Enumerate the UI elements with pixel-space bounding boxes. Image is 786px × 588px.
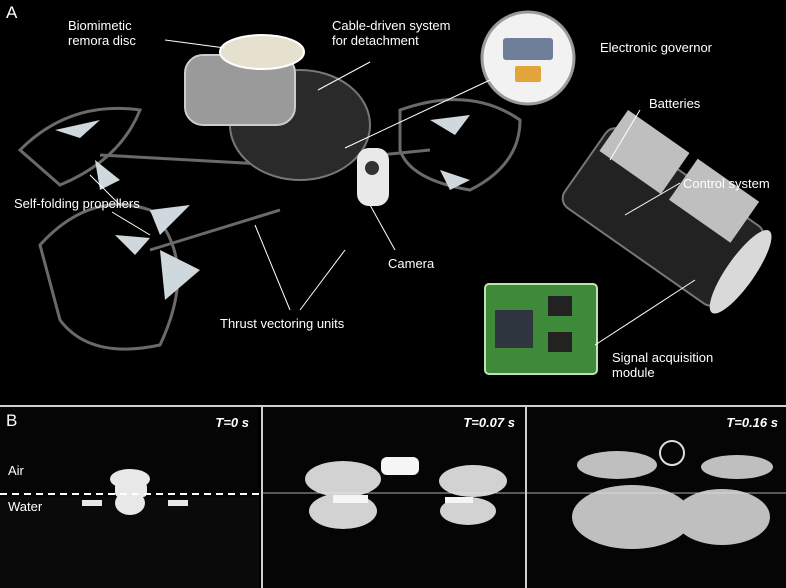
signal-acquisition-label-line1: Signal acquisition [612, 350, 714, 365]
signal-acquisition-label: Signal acquisition module [612, 350, 713, 380]
cable-driven-label: Cable-driven system for detachment [332, 18, 451, 48]
panel-a-letter: A [6, 3, 18, 22]
signal-acquisition-label-line2: module [612, 365, 655, 380]
camera-label: Camera [388, 256, 435, 271]
panel-b-letter: B [6, 411, 18, 430]
thrust-vectoring-label: Thrust vectoring units [220, 316, 345, 331]
self-folding-propellers-label: Self-folding propellers [14, 196, 140, 211]
frame-3-scene [527, 440, 786, 549]
electronic-governor-label: Electronic governor [600, 40, 712, 55]
cable-driven-label-line2: for detachment [332, 33, 419, 48]
cable-driven-label-line1: Cable-driven system [332, 18, 451, 33]
air-label: Air [8, 463, 24, 478]
remora-disc-label-line2: remora disc [68, 33, 136, 48]
frame-3-time: T=0.16 s [726, 415, 778, 430]
frame-1-time: T=0 s [215, 415, 249, 430]
video-frame-1: T=0 s Air Water [0, 407, 259, 588]
remora-disc-label-line1: Biomimetic [68, 18, 132, 33]
frame-2-time: T=0.07 s [463, 415, 515, 430]
panel-separator [0, 405, 786, 407]
panel-b: T=0 s Air Water T=0.07 s [0, 407, 786, 588]
batteries-label: Batteries [649, 96, 701, 111]
panel-a: A Biomimetic remora disc Cable-driven sy… [6, 3, 772, 380]
video-frame-3: T=0.16 s [525, 407, 786, 588]
video-frame-2: T=0.07 s [261, 407, 525, 588]
drone-photo [17, 10, 772, 375]
remora-disc-label: Biomimetic remora disc [68, 18, 136, 48]
frame-2-scene [263, 457, 525, 529]
water-label: Water [8, 499, 43, 514]
control-system-label: Control system [683, 176, 770, 191]
frame-1-scene [0, 469, 259, 588]
